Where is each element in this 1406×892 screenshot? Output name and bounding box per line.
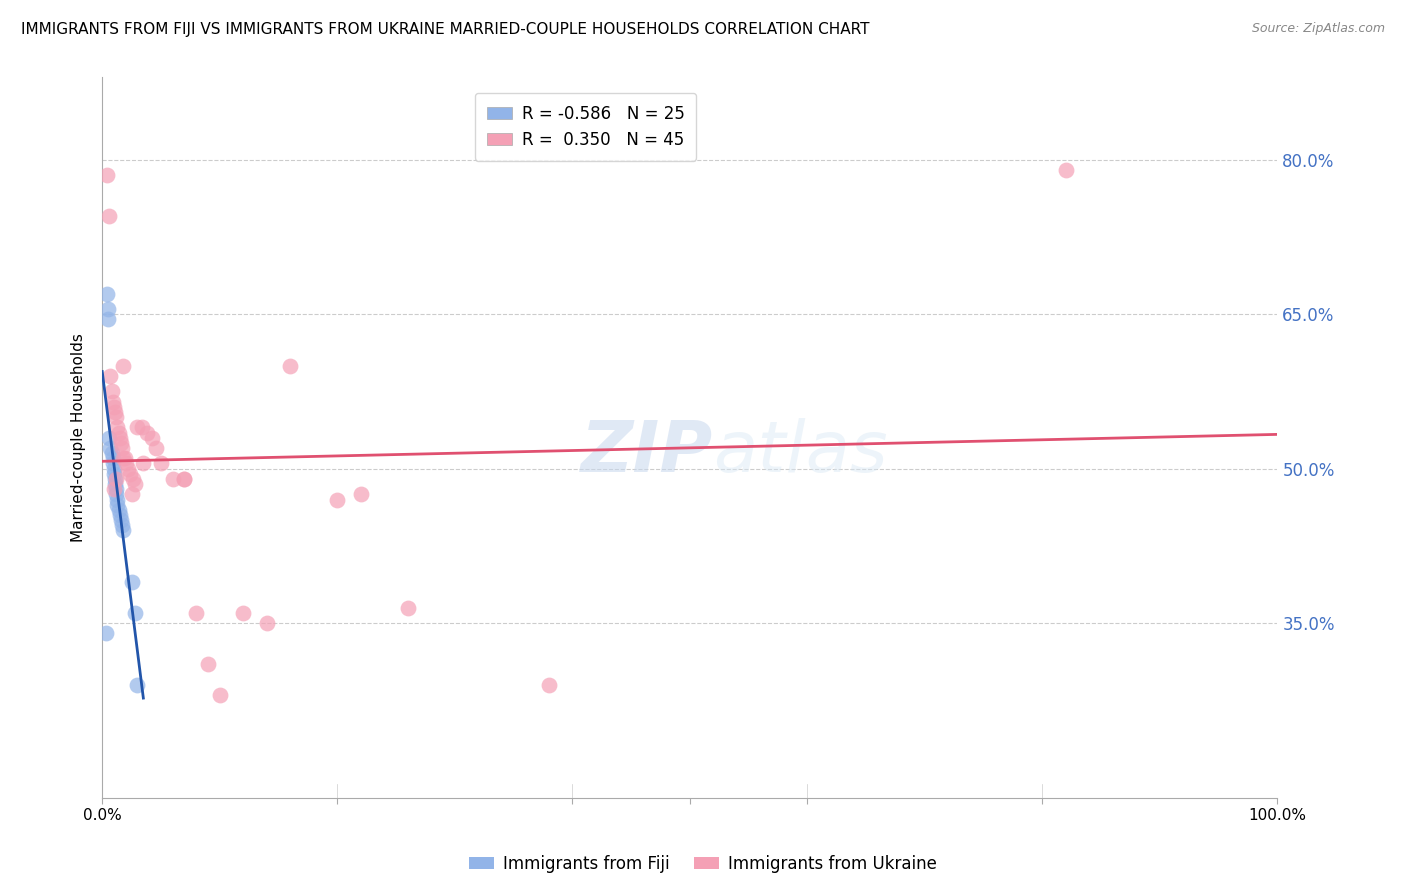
Point [135, 425, 157, 440]
Point [256, 615, 278, 630]
Point [208, 688, 231, 702]
Point [120, 467, 142, 481]
Point [110, 513, 132, 527]
Point [104, 405, 127, 419]
Point [141, 431, 163, 445]
Point [110, 436, 132, 450]
Point [114, 457, 136, 471]
Point [105, 487, 128, 501]
Point [232, 606, 254, 620]
Legend: R = -0.586   N = 25, R =  0.350   N = 45: R = -0.586 N = 25, R = 0.350 N = 45 [475, 93, 696, 161]
Point [100, 384, 122, 399]
Point [98, 210, 121, 224]
Point [103, 482, 125, 496]
Point [108, 508, 131, 522]
Point [149, 457, 172, 471]
Point [121, 487, 143, 501]
Point [112, 451, 135, 466]
Point [100, 446, 122, 460]
Point [124, 606, 146, 620]
Text: IMMIGRANTS FROM FIJI VS IMMIGRANTS FROM UKRAINE MARRIED-COUPLE HOUSEHOLDS CORREL: IMMIGRANTS FROM FIJI VS IMMIGRANTS FROM … [21, 22, 869, 37]
Point [350, 487, 373, 501]
Point [186, 606, 208, 620]
Point [117, 461, 139, 475]
Point [127, 420, 149, 434]
Point [107, 498, 129, 512]
Point [107, 503, 129, 517]
Point [1054, 163, 1077, 178]
Text: ZIP: ZIP [581, 417, 713, 487]
Point [101, 457, 124, 471]
Point [104, 477, 127, 491]
Point [111, 441, 134, 455]
Point [396, 600, 419, 615]
Point [124, 477, 146, 491]
Point [105, 410, 128, 425]
Point [145, 441, 167, 455]
Point [101, 451, 124, 466]
Point [121, 574, 143, 589]
Text: atlas: atlas [713, 417, 889, 487]
Point [97, 312, 120, 326]
Point [107, 425, 129, 440]
Point [97, 301, 120, 316]
Point [162, 472, 184, 486]
Point [112, 524, 135, 538]
Point [112, 359, 135, 373]
Point [98, 431, 121, 445]
Point [132, 457, 155, 471]
Point [197, 657, 219, 672]
Point [94, 626, 117, 640]
Point [107, 420, 129, 434]
Point [121, 472, 143, 486]
Point [104, 472, 127, 486]
Text: Source: ZipAtlas.com: Source: ZipAtlas.com [1251, 22, 1385, 36]
Point [103, 467, 125, 481]
Point [114, 451, 136, 466]
Point [96, 168, 118, 182]
Y-axis label: Married-couple Households: Married-couple Households [72, 334, 86, 542]
Point [105, 472, 128, 486]
Legend: Immigrants from Fiji, Immigrants from Ukraine: Immigrants from Fiji, Immigrants from Uk… [463, 848, 943, 880]
Point [108, 431, 131, 445]
Point [326, 492, 349, 507]
Point [100, 369, 122, 384]
Point [103, 461, 125, 475]
Point [537, 678, 560, 692]
Point [111, 518, 134, 533]
Point [131, 420, 153, 434]
Point [127, 678, 149, 692]
Point [278, 359, 301, 373]
Point [105, 482, 128, 496]
Point [173, 472, 195, 486]
Point [101, 394, 124, 409]
Point [103, 400, 125, 414]
Point [173, 472, 195, 486]
Point [100, 441, 122, 455]
Point [107, 492, 129, 507]
Point [96, 286, 118, 301]
